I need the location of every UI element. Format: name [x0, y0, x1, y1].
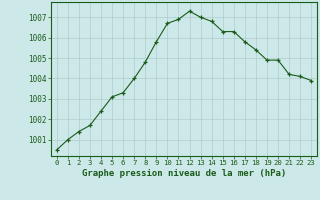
X-axis label: Graphe pression niveau de la mer (hPa): Graphe pression niveau de la mer (hPa): [82, 169, 286, 178]
